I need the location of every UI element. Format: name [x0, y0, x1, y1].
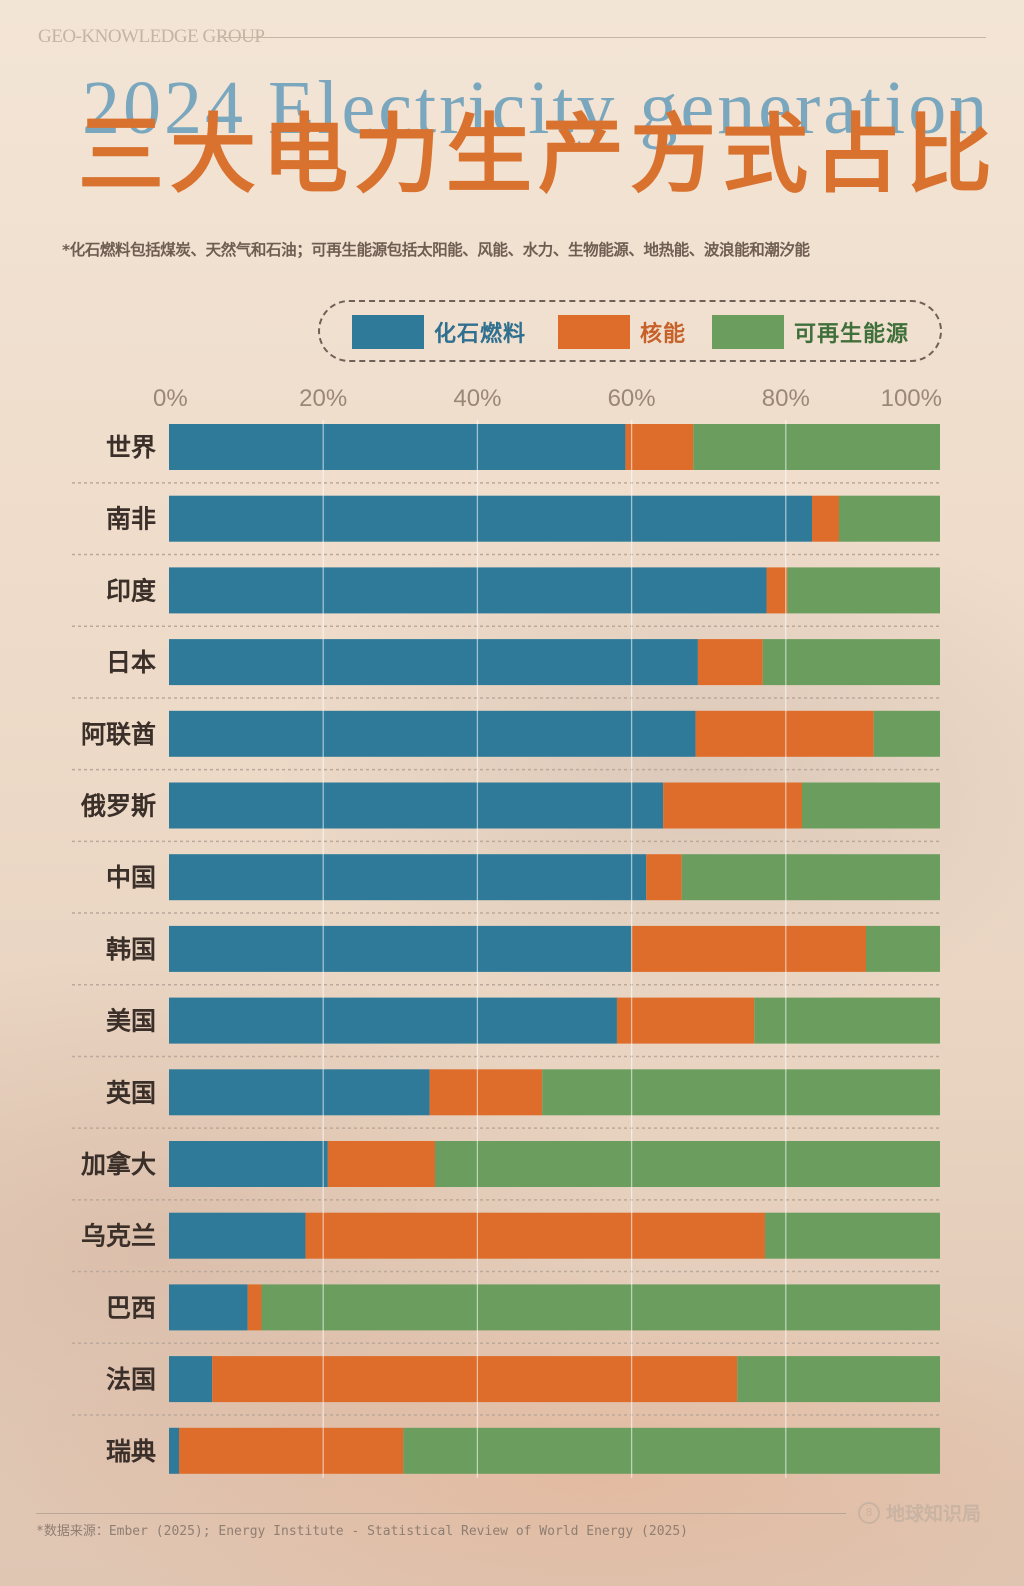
- bar-segment-renewable: [873, 710, 940, 757]
- bar-segment-renewable: [681, 854, 940, 901]
- bar-segment-nuclear: [663, 782, 802, 829]
- bar-segment-renewable: [403, 1427, 940, 1474]
- bar-segment-fossil: [169, 1069, 430, 1116]
- bar-segment-fossil: [169, 854, 647, 901]
- category-label: 日本: [106, 648, 156, 677]
- bar-segment-nuclear: [646, 854, 682, 901]
- x-tick-label: 80%: [762, 385, 810, 412]
- legend-swatch-nuclear: [558, 315, 630, 349]
- chart-title: 三大电力生产方式占比: [78, 104, 998, 205]
- footer-divider: [36, 1513, 846, 1514]
- publisher-logo: 8 地球知识局: [858, 1499, 981, 1526]
- header-divider: [218, 37, 986, 38]
- bar-segment-renewable: [801, 782, 940, 829]
- bar-segment-nuclear: [766, 567, 788, 614]
- brand-name: GEO-KNOWLEDGE GROUP: [38, 26, 265, 47]
- x-tick-label: 40%: [453, 385, 501, 412]
- legend: 化石燃料 核能 可再生能源: [318, 300, 942, 362]
- bar-segment-renewable: [764, 1212, 940, 1259]
- bar-segment-renewable: [542, 1069, 940, 1116]
- bar-segment-nuclear: [212, 1356, 738, 1403]
- legend-label-nuclear: 核能: [640, 322, 687, 347]
- bar-segment-nuclear: [631, 925, 866, 972]
- bar-segment-renewable: [434, 1141, 940, 1187]
- logo-text: 地球知识局: [886, 1503, 982, 1525]
- category-label: 阿联酋: [81, 720, 156, 749]
- bar-segment-nuclear: [625, 424, 694, 470]
- bar-segment-renewable: [838, 495, 940, 542]
- category-label: 世界: [106, 433, 156, 462]
- category-label: 俄罗斯: [80, 792, 156, 821]
- bar-segment-nuclear: [695, 710, 874, 757]
- bar-segment-fossil: [169, 710, 696, 757]
- x-tick-label: 100%: [881, 385, 942, 412]
- category-label: 法国: [106, 1365, 156, 1394]
- x-tick-label: 0%: [153, 385, 188, 412]
- category-label: 瑞典: [106, 1437, 156, 1466]
- legend-swatch-renewable: [712, 315, 784, 349]
- logo-icon: 8: [858, 1501, 880, 1524]
- bar-segment-fossil: [169, 997, 617, 1044]
- bar-segment-nuclear: [616, 997, 755, 1044]
- bar-segment-fossil: [169, 639, 698, 686]
- bar-segment-fossil: [169, 1212, 306, 1259]
- legend-item-renewable: 可再生能源: [712, 315, 909, 349]
- bar-segment-fossil: [169, 782, 664, 829]
- bar-segment-fossil: [169, 1284, 248, 1331]
- bar-segment-nuclear: [305, 1212, 765, 1259]
- x-tick-label: 20%: [299, 385, 347, 412]
- bar-segment-renewable: [693, 424, 940, 470]
- bar-segment-renewable: [754, 997, 940, 1044]
- bar-segment-fossil: [169, 1427, 180, 1474]
- legend-label-renewable: 可再生能源: [794, 322, 910, 347]
- legend-label-fossil: 化石燃料: [434, 322, 527, 347]
- bar-segment-fossil: [169, 925, 632, 972]
- category-label: 南非: [106, 505, 156, 534]
- footnote-definitions: *化石燃料包括煤炭、天然气和石油；可再生能源包括太阳能、风能、水力、生物能源、地…: [62, 241, 810, 259]
- category-label: 英国: [106, 1078, 156, 1107]
- bar-segment-fossil: [169, 495, 813, 542]
- bar-segment-fossil: [169, 1141, 328, 1187]
- category-label: 中国: [106, 863, 156, 892]
- bar-segment-renewable: [737, 1356, 940, 1403]
- bar-segment-renewable: [762, 639, 940, 686]
- legend-item-fossil: 化石燃料: [352, 315, 526, 349]
- bar-segment-fossil: [169, 1356, 213, 1403]
- category-label: 巴西: [106, 1293, 156, 1322]
- data-source: *数据来源：Ember (2025); Energy Institute - S…: [36, 1524, 688, 1539]
- bar-segment-nuclear: [697, 639, 763, 686]
- legend-swatch-fossil: [352, 315, 424, 349]
- legend-item-nuclear: 核能: [558, 315, 686, 349]
- category-label: 韩国: [106, 935, 156, 964]
- bar-segment-nuclear: [327, 1141, 435, 1187]
- title-english: 2024 Electricity generation: [82, 66, 991, 150]
- bar-segment-nuclear: [429, 1069, 543, 1116]
- bar-segment-nuclear: [247, 1284, 262, 1331]
- category-label: 印度: [106, 576, 156, 605]
- x-tick-label: 60%: [608, 385, 656, 412]
- bar-segment-nuclear: [812, 495, 839, 542]
- bar-segment-fossil: [169, 567, 767, 614]
- bar-segment-renewable: [865, 925, 940, 972]
- bar-segment-renewable: [787, 567, 940, 614]
- bar-segment-fossil: [169, 424, 626, 470]
- category-label: 美国: [106, 1007, 156, 1036]
- category-label: 乌克兰: [81, 1222, 156, 1251]
- category-label: 加拿大: [80, 1150, 156, 1179]
- bar-segment-nuclear: [179, 1427, 404, 1474]
- bar-segment-renewable: [261, 1284, 940, 1331]
